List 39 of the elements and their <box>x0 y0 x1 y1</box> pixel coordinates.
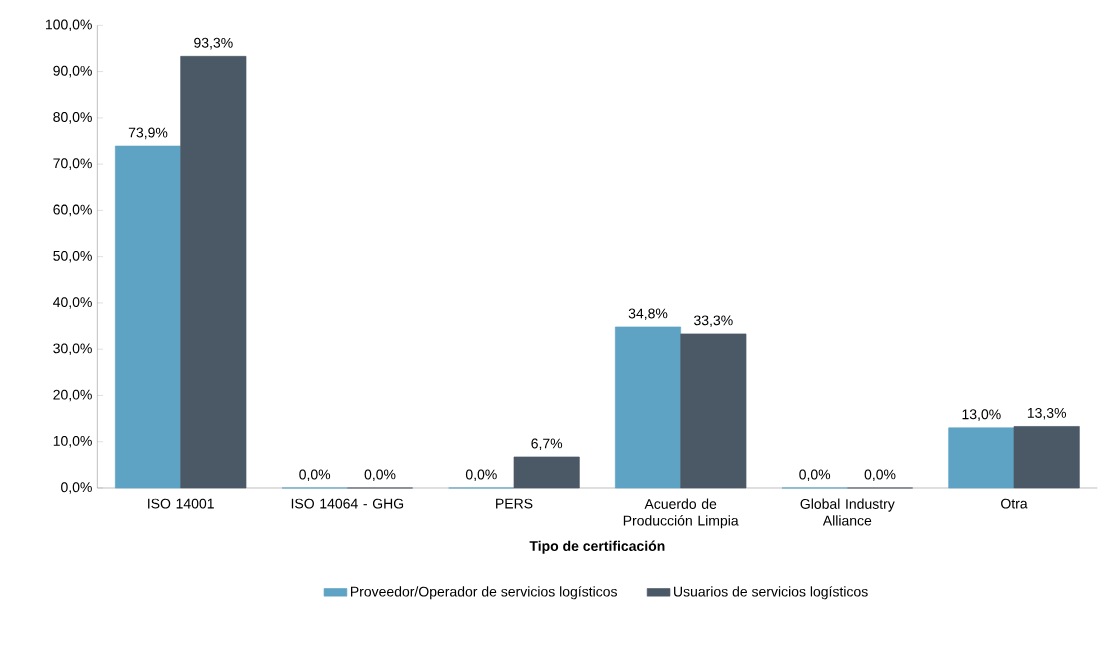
data-label: 0,0% <box>299 469 331 482</box>
data-label: 93,3% <box>194 37 233 50</box>
y-tick-label: 100,0% <box>45 19 92 32</box>
x-tick-label: Global Industry Alliance <box>800 498 895 526</box>
data-label: 0,0% <box>799 469 831 482</box>
y-tick-label: 70,0% <box>53 158 92 170</box>
y-tick-label: 10,0% <box>53 435 92 448</box>
y-tick-label: 90,0% <box>53 65 92 78</box>
data-label: 0,0% <box>364 469 396 482</box>
data-label: 13,0% <box>962 409 1001 421</box>
y-tick-label: 50,0% <box>53 250 92 263</box>
x-tick-label: PERS <box>496 498 533 509</box>
data-label: 6,7% <box>531 438 563 451</box>
x-tick-label: ISO 14064 - GHG <box>291 498 404 509</box>
y-tick-label: 80,0% <box>53 112 92 124</box>
y-tick-label: 40,0% <box>53 297 92 309</box>
x-tick-label: Acuerdo de Producción Limpia <box>623 498 739 529</box>
data-label: 0,0% <box>465 469 497 482</box>
bar <box>615 326 682 489</box>
bar <box>115 145 182 489</box>
bar <box>180 55 247 489</box>
bar <box>1013 426 1080 489</box>
data-label: 73,9% <box>128 127 168 140</box>
bar <box>948 427 1015 489</box>
y-tick-label: 20,0% <box>53 389 92 402</box>
bar <box>513 456 580 489</box>
data-label: 33,3% <box>694 315 733 327</box>
y-tick-label: 0,0% <box>61 482 92 494</box>
x-tick-label: Otra <box>1001 498 1028 509</box>
data-label: 0,0% <box>864 469 896 482</box>
legend-label: Proveedor/Operador de servicios logísticos <box>351 586 617 600</box>
bar <box>680 333 747 489</box>
legend-label: Usuarios de servicios logísticos <box>674 586 868 600</box>
y-tick-label: 60,0% <box>53 204 92 217</box>
y-tick-label: 30,0% <box>53 343 92 355</box>
x-tick-label: ISO 14001 <box>148 498 214 509</box>
x-axis-title: Tipo de certificación <box>529 540 665 554</box>
data-label: 34,8% <box>628 308 668 321</box>
data-label: 13,3% <box>1027 407 1067 420</box>
